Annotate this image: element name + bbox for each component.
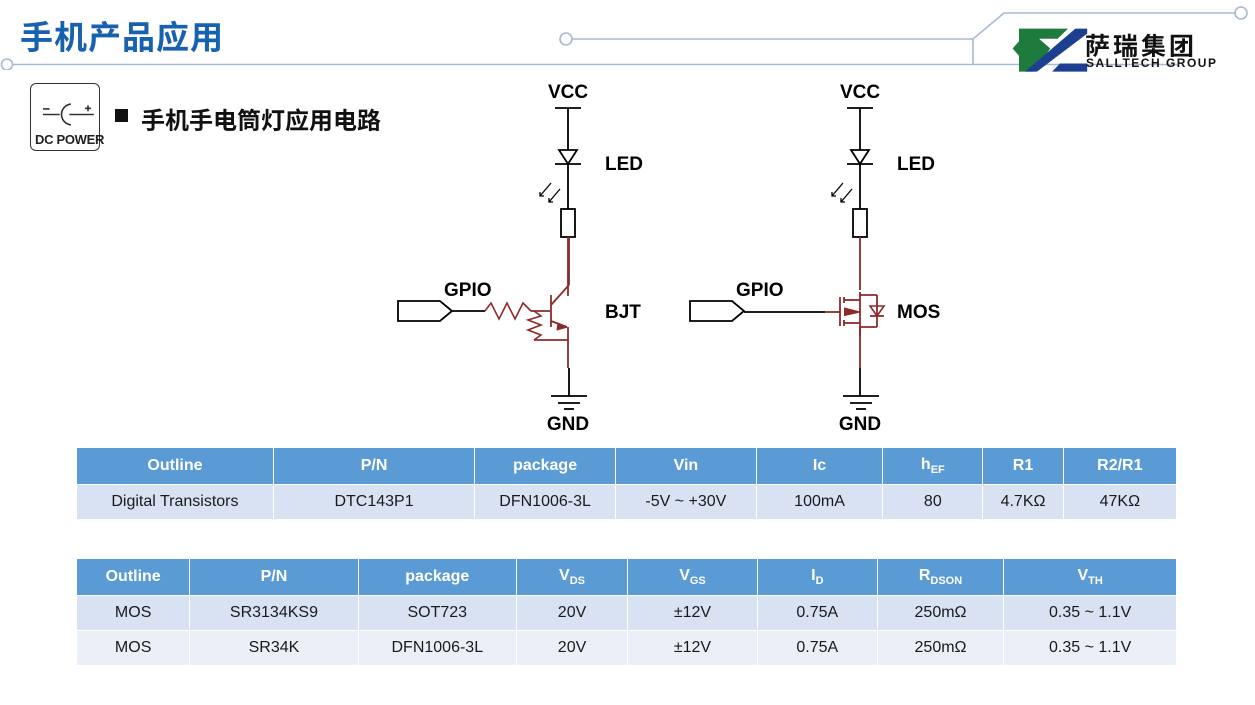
svg-text:GND: GND — [547, 414, 589, 435]
svg-text:LED: LED — [605, 154, 643, 175]
svg-text:VCC: VCC — [548, 82, 588, 103]
svg-text:LED: LED — [897, 154, 935, 175]
svg-text:MOS: MOS — [897, 302, 940, 323]
svg-text:GPIO: GPIO — [444, 280, 492, 301]
svg-text:VCC: VCC — [840, 82, 880, 103]
svg-text:BJT: BJT — [605, 302, 641, 323]
svg-text:GND: GND — [839, 414, 881, 435]
svg-text:GPIO: GPIO — [736, 280, 784, 301]
